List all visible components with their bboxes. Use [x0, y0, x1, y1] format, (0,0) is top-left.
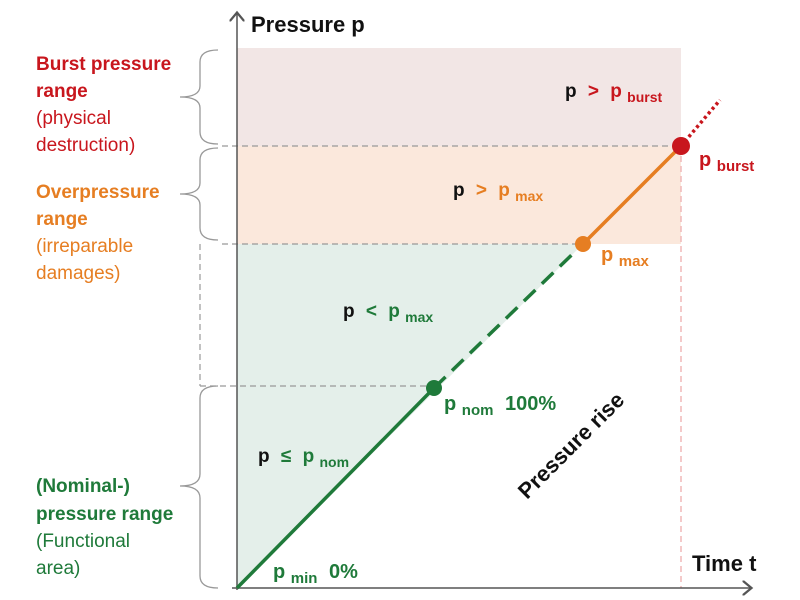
pressure-line-nominal — [235, 386, 436, 590]
max-marker-sub: max — [619, 253, 650, 270]
condition-below-op: < — [366, 301, 377, 322]
max-marker-label: p max — [601, 244, 649, 270]
over-range-title: Overpressure — [36, 182, 160, 203]
condition-over-op: > — [476, 180, 487, 201]
burst-marker-sym: p — [699, 149, 711, 171]
condition-over: p > p max — [453, 180, 543, 204]
min-marker-label: p min 0% — [273, 561, 358, 588]
nominal-range-desc-2: area) — [36, 558, 80, 579]
over-brace — [179, 147, 219, 241]
condition-below-sym: p — [388, 301, 400, 322]
nom-point-marker — [426, 380, 442, 396]
condition-burst-sub: burst — [627, 89, 662, 105]
condition-over-p: p — [453, 180, 465, 201]
condition-below-p: p — [343, 301, 355, 322]
condition-nominal-op: ≤ — [281, 446, 291, 467]
over-range-title-2: range — [36, 209, 88, 230]
condition-nominal-p: p — [258, 446, 270, 467]
burst-marker-label: p burst — [699, 149, 754, 175]
condition-over-sub: max — [515, 188, 543, 204]
burst-marker-sub: burst — [717, 158, 755, 175]
nom-marker-sym: p — [444, 393, 456, 415]
pressure-line-burst — [679, 98, 722, 148]
condition-burst-p: p — [565, 81, 577, 102]
nominal-range-label: (Nominal-) pressure range (Functional ar… — [36, 476, 173, 579]
pressure-line-approach-max — [432, 242, 585, 390]
y-axis-title: Pressure p — [251, 12, 365, 37]
condition-burst-sym: p — [610, 81, 622, 102]
overpressure-range-region — [237, 146, 681, 244]
condition-burst-op: > — [588, 81, 599, 102]
burst-range-desc-2: destruction) — [36, 135, 135, 156]
min-marker-value: 0% — [329, 561, 358, 583]
condition-below-sub: max — [405, 309, 433, 325]
guide-lines — [199, 145, 681, 387]
nom-marker-sub: nom — [462, 402, 494, 419]
condition-burst: p > p burst — [565, 81, 663, 105]
nominal-range-desc: (Functional — [36, 531, 130, 552]
over-range-desc: (irreparable — [36, 236, 133, 257]
nom-marker-value: 100% — [505, 393, 556, 415]
burst-range-region — [237, 48, 681, 146]
over-range-desc-2: damages) — [36, 263, 121, 284]
x-axis-title: Time t — [692, 551, 757, 576]
condition-nominal: p ≤ p nom — [258, 446, 349, 470]
max-point-marker — [575, 236, 591, 252]
burst-range-title: Burst pressure — [36, 54, 171, 75]
pressure-line-overpressure — [581, 144, 683, 246]
min-marker-sym: p — [273, 561, 285, 583]
nominal-range-title: (Nominal-) — [36, 476, 130, 497]
range-braces — [179, 49, 219, 589]
condition-below-max: p < p max — [343, 301, 433, 325]
burst-brace — [179, 49, 219, 145]
condition-nominal-sub: nom — [320, 454, 350, 470]
nominal-range-title-2: pressure range — [36, 504, 173, 525]
condition-over-sym: p — [498, 180, 510, 201]
burst-range-label: Burst pressure range (physical destructi… — [36, 54, 171, 156]
burst-point-marker — [672, 137, 690, 155]
burst-range-desc: (physical — [36, 108, 111, 129]
min-marker-sub: min — [291, 570, 318, 587]
burst-range-title-2: range — [36, 81, 88, 102]
nominal-brace — [179, 385, 219, 589]
nom-marker-label: p nom 100% — [444, 393, 556, 420]
max-marker-sym: p — [601, 244, 613, 266]
over-range-label: Overpressure range (irreparable damages) — [36, 182, 160, 284]
condition-nominal-sym: p — [303, 446, 315, 467]
